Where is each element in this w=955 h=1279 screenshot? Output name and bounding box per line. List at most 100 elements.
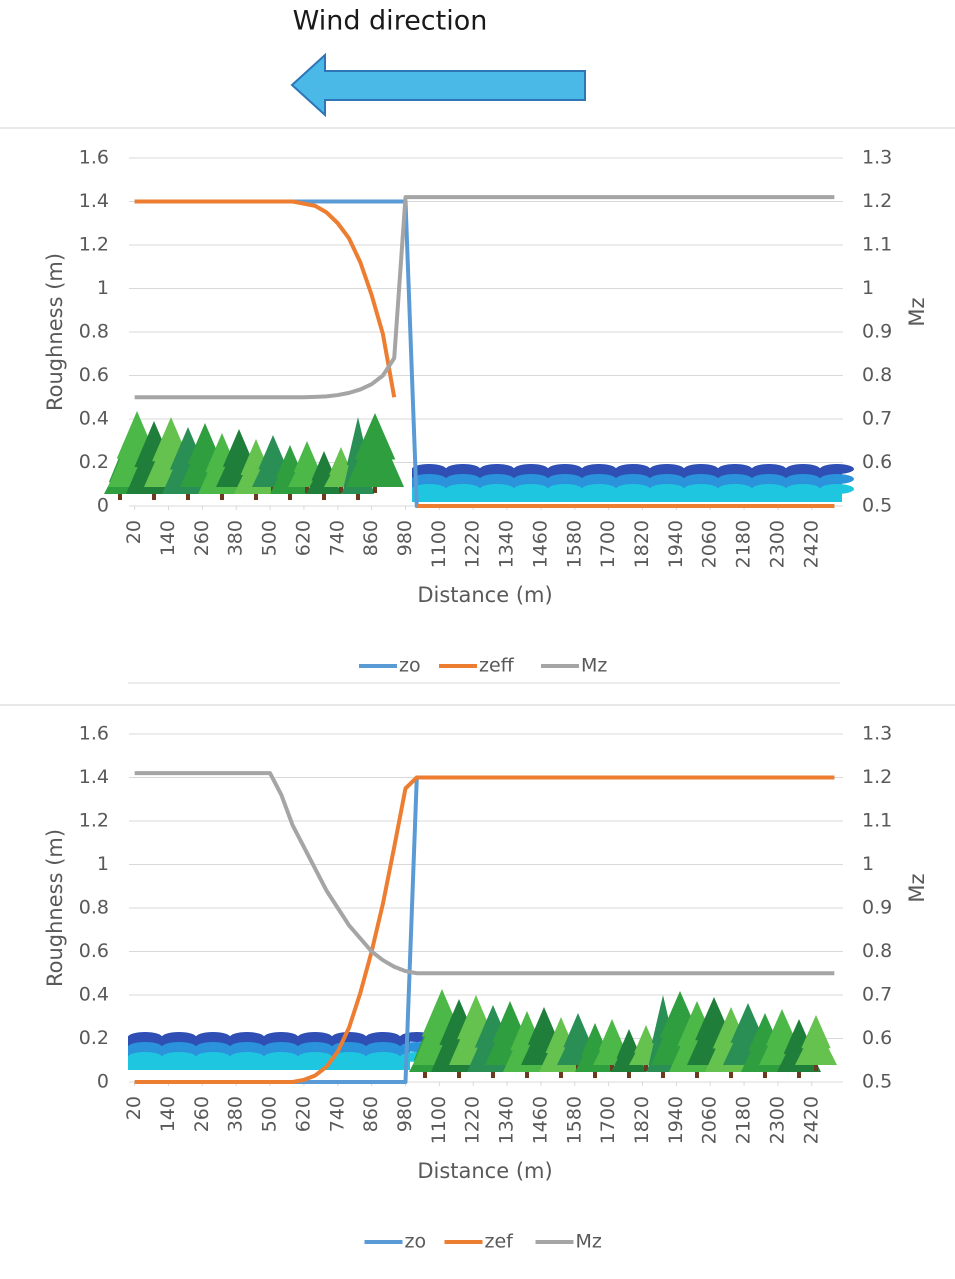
tree-trunk <box>797 1070 801 1078</box>
wave <box>196 1042 230 1052</box>
x-tick-label: 20 <box>123 520 145 544</box>
x-tick-label: 260 <box>191 1096 213 1132</box>
wave <box>264 1052 298 1062</box>
x-tick-label: 500 <box>259 520 281 556</box>
wave <box>298 1052 332 1062</box>
x-tick-label: 1820 <box>631 520 653 568</box>
tree-trunk <box>305 485 309 493</box>
y2-tick-label: 1.2 <box>862 766 892 788</box>
wave <box>650 484 684 494</box>
x-tick-label: 620 <box>292 520 314 556</box>
y-tick-label: 0.4 <box>79 408 109 430</box>
wave <box>196 1052 230 1062</box>
wave <box>264 1032 298 1042</box>
y2-tick-label: 1.3 <box>862 723 892 745</box>
series-line <box>134 199 835 508</box>
x-tick-label: 260 <box>191 520 213 556</box>
tree-trunk <box>814 1063 818 1071</box>
tree-trunk <box>525 1070 529 1078</box>
wave <box>718 464 752 474</box>
tree-trunk <box>373 485 377 493</box>
x-tick-label: 380 <box>225 1096 247 1132</box>
legend-label: zef <box>485 1231 515 1253</box>
y-tick-label: 1.4 <box>79 766 109 788</box>
tree <box>354 413 396 460</box>
x-tick-label: 2060 <box>699 1096 721 1144</box>
y-tick-label: 0.2 <box>79 1027 109 1049</box>
x-tick-label: 1460 <box>529 1096 551 1144</box>
wave <box>332 1032 366 1042</box>
wave <box>616 464 650 474</box>
tree <box>598 1019 626 1051</box>
x-tick-label: 1580 <box>563 1096 585 1144</box>
x-tick-label: 1220 <box>462 520 484 568</box>
wave <box>128 1042 162 1052</box>
tree-trunk <box>661 1070 665 1078</box>
wave <box>752 484 786 494</box>
tree <box>563 1013 593 1048</box>
y2-tick-label: 1 <box>862 853 874 875</box>
x-tick-label: 1700 <box>597 520 619 568</box>
wind-arrow <box>290 52 586 118</box>
wave <box>752 464 786 474</box>
wave <box>446 464 480 474</box>
x-tick-label: 1700 <box>597 1096 619 1144</box>
y-tick-label: 1 <box>97 277 109 299</box>
wave <box>162 1042 196 1052</box>
wave <box>514 484 548 494</box>
x-tick-label: 2420 <box>800 1096 822 1144</box>
tree-trunk <box>559 1070 563 1078</box>
x-tick-label: 2060 <box>699 520 721 568</box>
y2-tick-label: 1 <box>862 277 874 299</box>
x-tick-label: 140 <box>157 520 179 556</box>
y2-tick-label: 0.9 <box>862 321 892 343</box>
y2-tick-label: 1.1 <box>862 234 892 256</box>
wave <box>480 464 514 474</box>
wave <box>128 1032 162 1042</box>
wave <box>162 1032 196 1042</box>
tree-trunk <box>220 492 224 500</box>
x-tick-label: 140 <box>157 1096 179 1132</box>
tree-trunk <box>695 1070 699 1078</box>
y-tick-label: 1 <box>97 853 109 875</box>
wave <box>480 484 514 494</box>
wave <box>412 464 446 474</box>
y2-axis-title: Mz <box>905 873 929 902</box>
y2-tick-label: 0.6 <box>862 451 892 473</box>
wave <box>820 474 854 484</box>
tree-trunk <box>593 1070 597 1078</box>
tree-trunk <box>729 1070 733 1078</box>
wave <box>786 484 820 494</box>
wave <box>446 484 480 494</box>
tree-trunk <box>322 492 326 500</box>
wave <box>752 474 786 484</box>
x-tick-label: 1100 <box>428 520 450 568</box>
x-tick-label: 740 <box>326 520 348 556</box>
wave <box>718 474 752 484</box>
wave <box>230 1032 264 1042</box>
y-axis-title: Roughness (m) <box>43 253 67 411</box>
wave <box>196 1032 230 1042</box>
y-tick-label: 1.2 <box>79 234 109 256</box>
tree <box>634 1025 658 1053</box>
legend-label: Mz <box>581 655 607 677</box>
wave <box>786 474 820 484</box>
y2-axis-title: Mz <box>905 297 929 326</box>
tree <box>527 1007 561 1045</box>
wave <box>548 464 582 474</box>
tree-trunk <box>254 492 258 500</box>
wave <box>366 1032 400 1042</box>
y-tick-label: 0.2 <box>79 451 109 473</box>
wave <box>548 484 582 494</box>
series-line <box>134 195 835 400</box>
tree <box>329 447 353 475</box>
x-tick-label: 20 <box>123 1096 145 1120</box>
wave <box>514 474 548 484</box>
x-tick-label: 1100 <box>428 1096 450 1144</box>
x-tick-label: 2300 <box>766 520 788 568</box>
legend-label: zeff <box>479 655 515 677</box>
wave <box>298 1032 332 1042</box>
wave <box>582 474 616 484</box>
tree-trunk <box>491 1070 495 1078</box>
tree-trunk <box>644 1063 648 1071</box>
